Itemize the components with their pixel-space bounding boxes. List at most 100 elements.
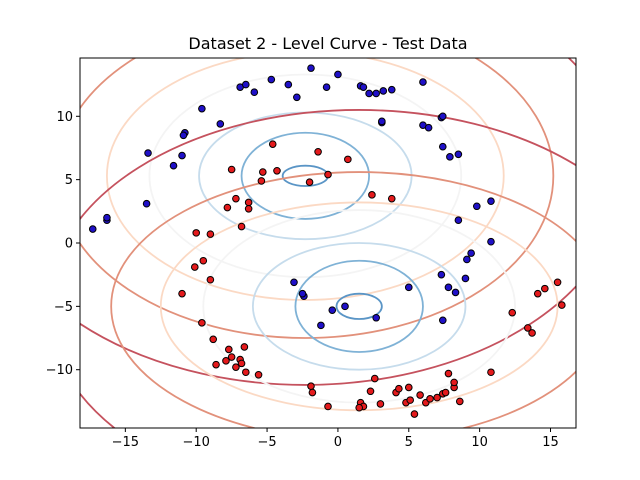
point-blue-24 (88, 225, 97, 233)
point-blue-42 (437, 270, 446, 279)
contour-level-1-1 (294, 259, 424, 353)
point-red-60 (508, 308, 517, 317)
point-blue-44 (451, 288, 460, 297)
point-red-5 (259, 168, 267, 176)
point-red-49 (433, 393, 441, 402)
point-red-18 (190, 263, 199, 271)
point-blue-34 (446, 153, 454, 161)
x-tick-label--10: −10 (182, 435, 209, 450)
point-blue-50 (328, 306, 337, 314)
point-blue-22 (169, 161, 178, 170)
point-blue-3 (359, 83, 368, 91)
point-red-0 (268, 140, 277, 148)
point-blue-53 (298, 289, 307, 298)
point-blue-18 (179, 131, 188, 140)
x-tick-label-5: 5 (405, 435, 413, 450)
point-red-37 (366, 387, 375, 396)
point-red-11 (223, 203, 232, 212)
point-red-53 (455, 397, 464, 406)
contour-level-1-2 (251, 242, 467, 371)
point-red-66 (558, 301, 566, 309)
point-blue-9 (267, 75, 276, 84)
contour-level-0-5 (80, 58, 555, 339)
point-blue-12 (242, 80, 250, 89)
point-red-42 (395, 384, 403, 393)
point-red-15 (387, 194, 396, 203)
point-red-28 (212, 360, 220, 369)
contour-level-0-6 (80, 58, 576, 386)
point-red-8 (273, 166, 281, 175)
point-blue-43 (444, 283, 453, 292)
point-red-63 (533, 289, 542, 298)
chart-title: Dataset 2 - Level Curve - Test Data (188, 34, 467, 53)
y-tick-label-5: 5 (65, 173, 73, 188)
point-blue-4 (365, 89, 373, 98)
y-tick-label-10: 10 (56, 110, 73, 125)
point-blue-26 (103, 213, 111, 222)
point-blue-19 (216, 120, 225, 128)
point-blue-14 (293, 93, 301, 102)
point-red-55 (355, 403, 363, 412)
y-tick-label-0: 0 (65, 237, 73, 252)
point-blue-35 (454, 150, 463, 159)
point-blue-15 (322, 83, 331, 91)
point-blue-10 (284, 80, 293, 89)
point-blue-6 (379, 87, 388, 95)
point-blue-0 (307, 64, 315, 72)
point-blue-5 (372, 89, 380, 98)
point-red-35 (307, 382, 315, 390)
contour-level-1-0 (335, 292, 383, 320)
point-blue-20 (144, 149, 152, 157)
point-blue-8 (419, 78, 427, 86)
point-red-58 (444, 369, 453, 378)
point-red-61 (524, 324, 532, 332)
point-red-64 (541, 284, 549, 293)
point-blue-46 (438, 316, 447, 325)
point-red-38 (376, 400, 385, 408)
x-tick-label--15: −15 (112, 435, 139, 450)
point-red-14 (368, 191, 376, 199)
contour-level-0-1 (240, 131, 370, 220)
point-blue-28 (378, 117, 386, 126)
point-red-17 (206, 230, 215, 238)
point-blue-49 (341, 302, 349, 311)
point-red-6 (257, 177, 266, 185)
point-red-27 (222, 357, 230, 365)
point-blue-45 (461, 274, 470, 283)
point-blue-37 (467, 249, 475, 257)
point-red-32 (242, 368, 250, 377)
point-red-7 (227, 165, 236, 174)
point-red-23 (209, 335, 218, 344)
contour-level-1-6 (80, 109, 576, 428)
point-red-31 (232, 363, 240, 371)
point-red-24 (225, 345, 233, 354)
point-red-45 (406, 396, 414, 404)
point-red-62 (528, 329, 536, 337)
point-red-59 (487, 368, 495, 377)
x-tick-label-10: 10 (471, 435, 488, 450)
point-red-43 (404, 383, 413, 392)
contour-level-0-4 (106, 58, 505, 301)
point-blue-23 (142, 199, 151, 208)
point-blue-38 (463, 255, 471, 264)
y-tick-label--5: −5 (54, 300, 73, 315)
point-red-54 (324, 402, 332, 411)
point-red-33 (254, 370, 263, 379)
point-red-46 (416, 391, 424, 399)
point-blue-36 (454, 216, 463, 224)
contour-level-0-3 (148, 73, 463, 279)
point-red-13 (237, 222, 246, 231)
point-blue-1 (334, 70, 342, 79)
point-blue-54 (290, 278, 298, 287)
point-red-10 (244, 198, 253, 207)
point-red-48 (426, 395, 434, 403)
point-blue-47 (404, 283, 413, 292)
point-red-56 (410, 410, 419, 418)
point-blue-41 (487, 237, 495, 246)
x-tick-label--5: −5 (257, 435, 276, 450)
point-red-2 (344, 155, 352, 164)
point-red-26 (227, 353, 236, 361)
y-axis: −10 −5 0 5 10 (46, 110, 80, 378)
